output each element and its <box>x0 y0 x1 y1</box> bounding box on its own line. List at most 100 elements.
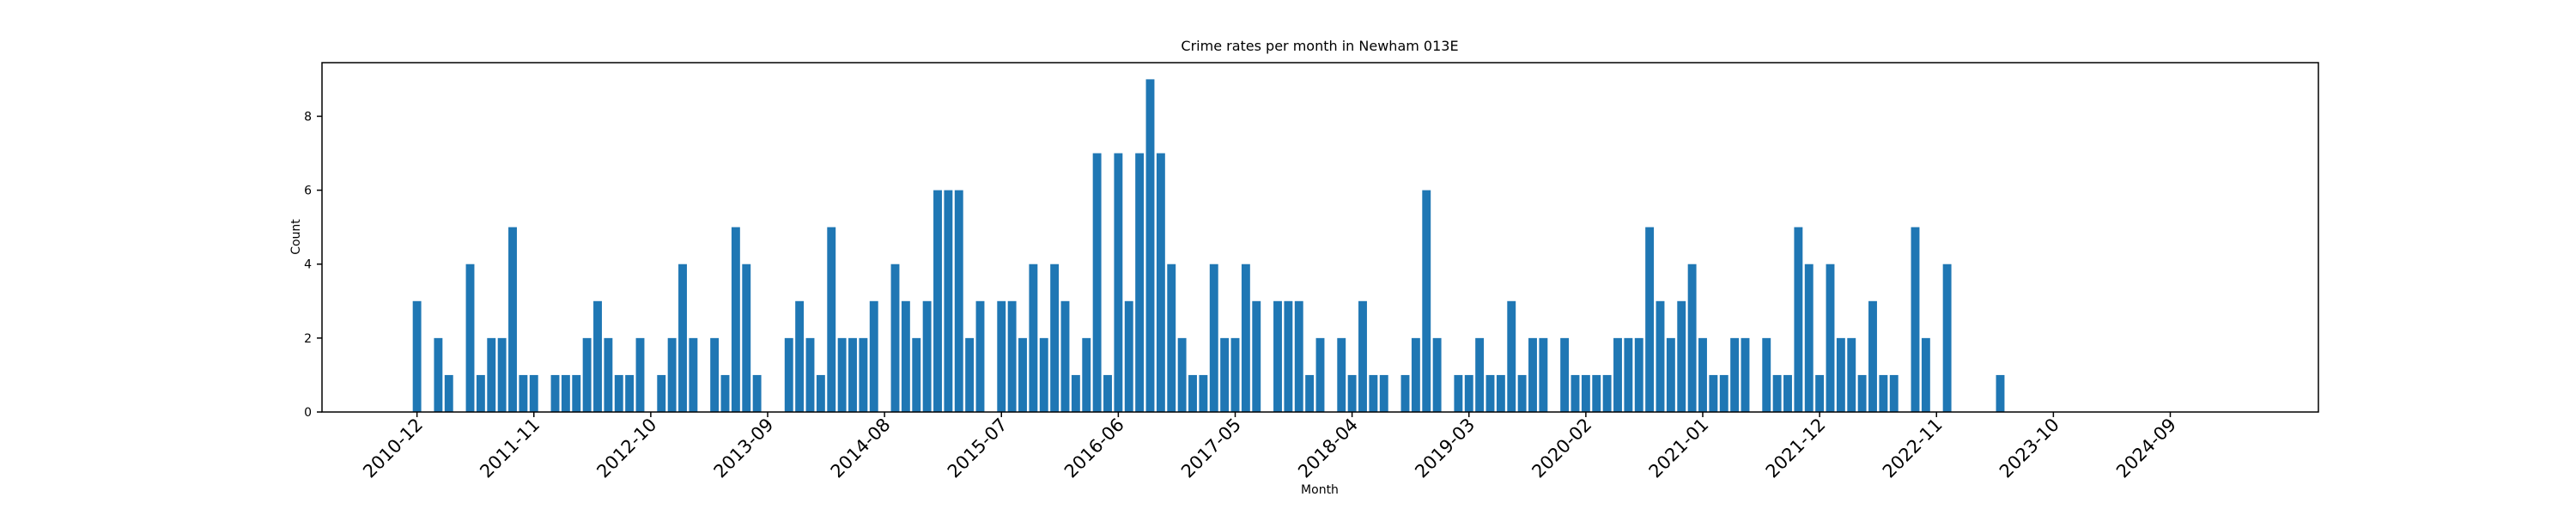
bar <box>412 300 422 412</box>
bar <box>1528 337 1537 412</box>
bar <box>1347 374 1357 412</box>
bar <box>1783 374 1792 412</box>
x-tick-label: 2010-12 <box>359 415 427 482</box>
bar <box>1772 374 1782 412</box>
bar <box>1124 300 1133 412</box>
bar <box>1911 227 1920 412</box>
bar <box>1666 337 1675 412</box>
bar <box>1836 337 1845 412</box>
bar <box>1209 264 1218 412</box>
bar <box>1092 153 1102 412</box>
x-tick-label: 2011-11 <box>476 415 544 482</box>
bar <box>465 264 475 412</box>
bar <box>1305 374 1315 412</box>
bar <box>625 374 635 412</box>
x-tick-label: 2024-09 <box>2112 415 2180 482</box>
bar <box>444 374 453 412</box>
bar <box>1921 337 1930 412</box>
bar <box>561 374 570 412</box>
bar <box>1252 300 1261 412</box>
bar <box>1762 337 1771 412</box>
bar <box>1730 337 1740 412</box>
bar <box>1167 264 1176 412</box>
x-tick-label: 2016-06 <box>1060 415 1128 482</box>
bar <box>1942 264 1952 412</box>
bar <box>1400 374 1410 412</box>
bar <box>604 337 613 412</box>
bar <box>752 374 762 412</box>
bar <box>1103 374 1112 412</box>
bar <box>859 337 868 412</box>
bar <box>1645 227 1655 412</box>
y-tick-label: 4 <box>304 258 312 272</box>
bar <box>1060 300 1070 412</box>
bar <box>1889 374 1899 412</box>
x-tick-label: 2012-10 <box>592 415 660 482</box>
bar <box>1018 337 1027 412</box>
bar <box>1794 227 1803 412</box>
bar <box>1879 374 1888 412</box>
y-tick-label: 6 <box>304 185 312 198</box>
bar <box>1230 337 1240 412</box>
bar <box>1177 337 1187 412</box>
bar <box>944 190 953 413</box>
bar <box>434 337 443 412</box>
bar <box>497 337 507 412</box>
bar <box>1369 374 1378 412</box>
bar <box>1857 374 1867 412</box>
bar <box>1602 374 1612 412</box>
x-tick-label: 2018-04 <box>1294 415 1362 482</box>
bar <box>1475 337 1485 412</box>
bar <box>1996 374 2005 412</box>
bar <box>635 337 645 412</box>
x-tick-label: 2017-05 <box>1177 415 1245 482</box>
x-tick-label: 2021-01 <box>1645 415 1713 482</box>
bar <box>890 264 900 412</box>
bar <box>1145 79 1155 412</box>
bar <box>965 337 975 412</box>
bar <box>550 374 560 412</box>
bar <box>784 337 793 412</box>
bar <box>1422 190 1431 413</box>
x-tick-label: 2021-12 <box>1762 415 1830 482</box>
chart-title: Crime rates per month in Newham 013E <box>1181 38 1458 54</box>
x-tick-label: 2015-07 <box>944 415 1012 482</box>
bar <box>1687 264 1697 412</box>
x-tick-label: 2023-10 <box>1996 415 2063 482</box>
bar <box>1273 300 1282 412</box>
bar <box>582 337 592 412</box>
bar <box>1560 337 1570 412</box>
bar <box>1071 374 1080 412</box>
bar <box>997 300 1006 412</box>
bar <box>1294 300 1303 412</box>
bar <box>1432 337 1442 412</box>
y-axis-label: Count <box>289 219 303 255</box>
bar <box>529 374 538 412</box>
bar <box>933 190 942 413</box>
bar <box>1029 264 1038 412</box>
x-axis-label: Month <box>1301 483 1339 497</box>
x-tick-label: 2022-11 <box>1879 415 1947 482</box>
bar <box>1507 300 1516 412</box>
bar <box>1571 374 1580 412</box>
bar <box>837 337 847 412</box>
bar <box>487 337 496 412</box>
bar <box>827 227 836 412</box>
bar <box>922 300 932 412</box>
bar <box>1496 374 1505 412</box>
bar <box>572 374 581 412</box>
y-tick-label: 0 <box>304 406 312 420</box>
bar <box>1156 153 1165 412</box>
bar <box>1581 374 1590 412</box>
bar <box>975 300 985 412</box>
bar <box>1135 153 1145 412</box>
bar <box>476 374 485 412</box>
bar <box>742 264 751 412</box>
bar <box>1379 374 1388 412</box>
bar <box>657 374 666 412</box>
bar <box>731 227 740 412</box>
x-tick-label: 2020-02 <box>1528 415 1595 482</box>
bar <box>1284 300 1293 412</box>
bar <box>1517 374 1527 412</box>
